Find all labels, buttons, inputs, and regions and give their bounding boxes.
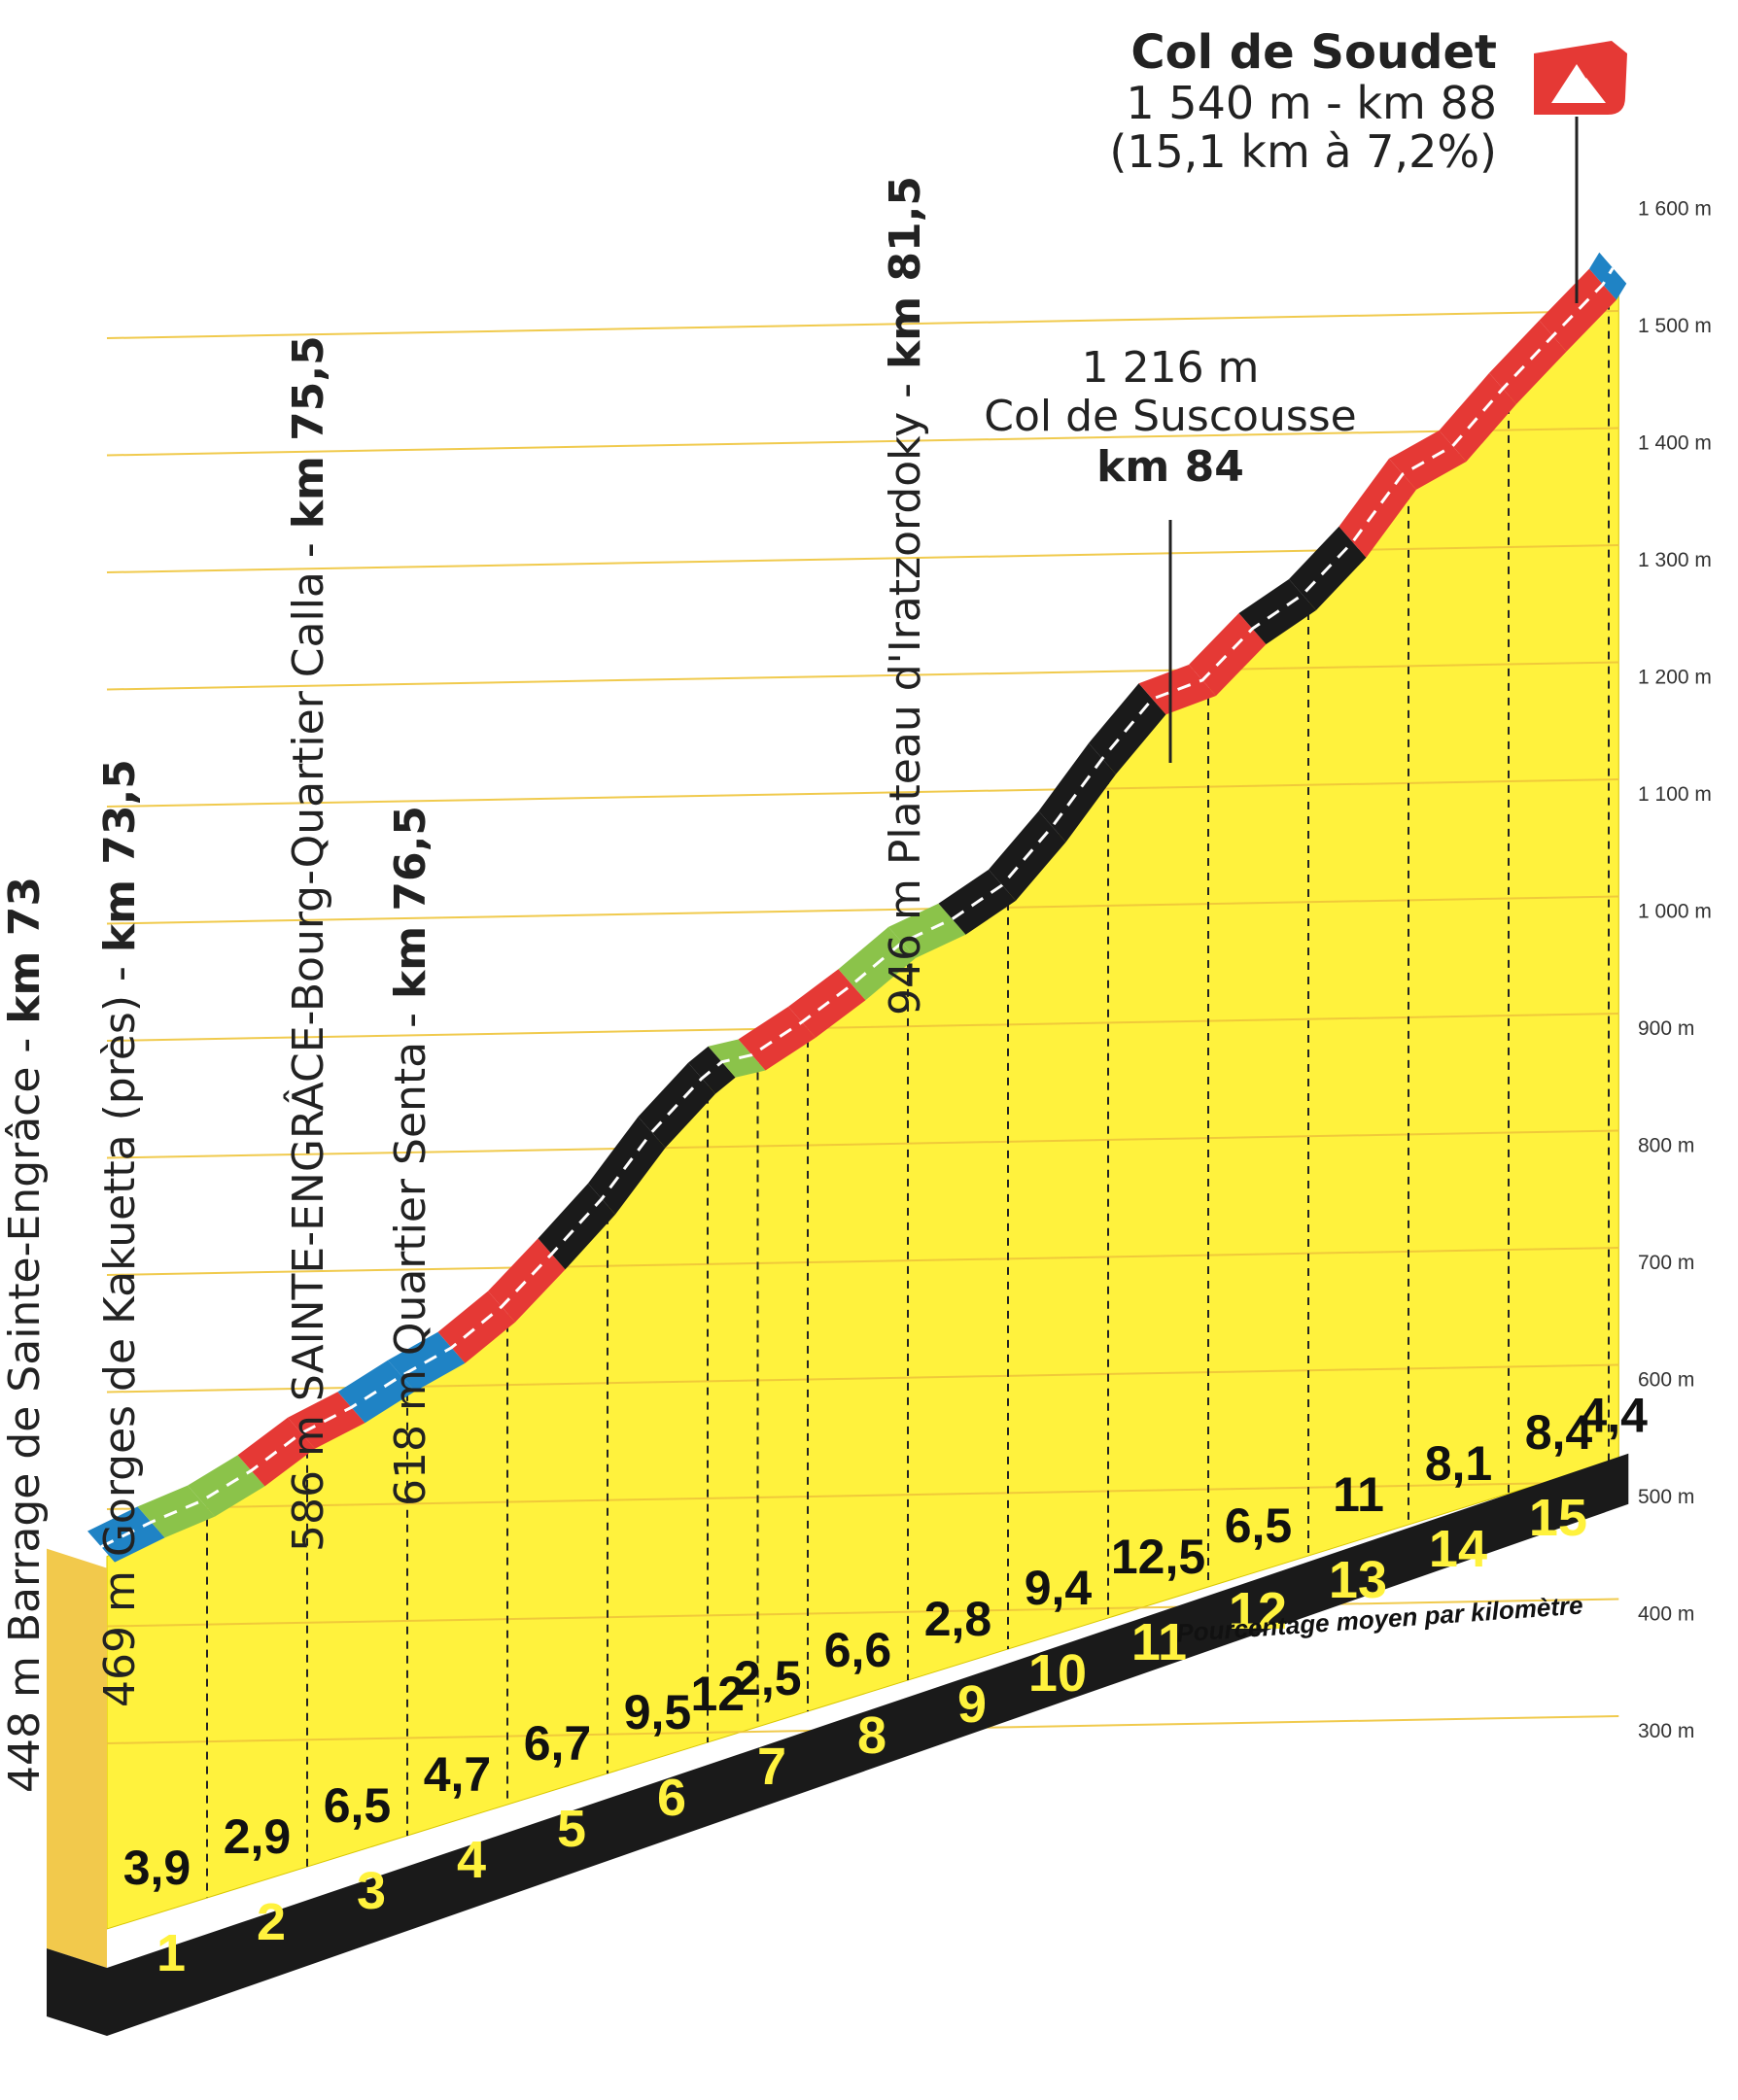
y-tick-label: 1 200 m [1638, 667, 1712, 689]
grid-line [106, 310, 1619, 339]
km-grade-label: 12,5 [1111, 1530, 1205, 1584]
y-tick-label: 400 m [1638, 1603, 1694, 1626]
y-tick-label: 900 m [1638, 1017, 1694, 1040]
km-grade-label: 12 [690, 1667, 745, 1721]
km-marker: 2 [257, 1893, 286, 1951]
col-altitude: 1 216 m [1082, 343, 1260, 393]
y-tick-label: 800 m [1638, 1135, 1694, 1157]
y-tick-label: 1 000 m [1638, 901, 1712, 923]
y-tick-label: 1 100 m [1638, 783, 1712, 806]
km-grade-label: 6,5 [324, 1778, 392, 1833]
gradient-segment [1589, 252, 1627, 300]
waypoint-label: 586 m SAINTE-ENGRÂCE-Bourg-Quartier Call… [282, 335, 333, 1552]
altitude-grid [106, 310, 1619, 1744]
waypoint-label: 946 m Plateau d'Iratzordoky - km 81,5 [881, 176, 930, 1016]
gradient-segment [188, 1455, 265, 1517]
summit-label: Col de Soudet 1 540 m - km 88 (15,1 km à… [1109, 25, 1497, 178]
km-marker: 7 [757, 1738, 786, 1796]
gradient-segment [708, 1039, 766, 1078]
y-tick-label: 500 m [1638, 1486, 1694, 1508]
grid-line [106, 661, 1619, 691]
y-tick-label: 1 300 m [1638, 549, 1712, 571]
profile-end-cap [47, 1548, 107, 1968]
km-marker: 3 [357, 1862, 386, 1920]
grid-line [106, 1247, 1619, 1276]
grid-line [106, 778, 1619, 808]
ground [47, 1453, 1629, 2036]
col-km: km 84 [1096, 442, 1244, 492]
km-grade-label: 6,6 [824, 1623, 892, 1677]
km-marker: 12 [1229, 1582, 1287, 1640]
km-divider-lines [206, 301, 1610, 1898]
gradient-segment [738, 1006, 816, 1071]
grid-line [106, 1481, 1619, 1510]
col-name: Col de Suscousse [984, 392, 1357, 441]
km-grade-label: 8,1 [1425, 1436, 1493, 1491]
km-grade-label: 4,4 [1580, 1388, 1648, 1442]
km-grade-label: 8,4 [1525, 1405, 1593, 1460]
waypoint-label: 469 m Gorges de Kakuetta (près) - km 73,… [95, 759, 145, 1707]
km-grade-label: 4,7 [424, 1747, 492, 1802]
km-grade-label: 11 [1333, 1467, 1384, 1522]
y-tick-label: 700 m [1638, 1252, 1694, 1274]
grid-line [106, 1013, 1619, 1042]
waypoint-label: 448 m Barrage de Sainte-Engrâce - km 73 [0, 877, 50, 1793]
profile-fill [106, 276, 1619, 1930]
y-tick-label: 300 m [1638, 1720, 1694, 1742]
labels: 300 m 400 m 500 m 600 m 700 m 800 m 900 m 1 000… [0, 176, 1712, 1982]
km-marker: 1 [156, 1924, 186, 1982]
ground-band [47, 1453, 1629, 2036]
road-centerline [100, 267, 1615, 1549]
y-tick-label: 1 500 m [1638, 315, 1712, 337]
km-marker: 10 [1028, 1644, 1087, 1703]
km-grade-label: 9,5 [624, 1685, 692, 1739]
gradient-segment [1389, 430, 1467, 490]
km-marker: 14 [1429, 1520, 1487, 1578]
km-grade-label: 3,9 [123, 1841, 191, 1895]
gradient-segment [437, 1291, 515, 1363]
km-marker: 8 [857, 1706, 886, 1765]
km-grade-label: 2,5 [734, 1651, 802, 1705]
km-grade-label: 6,5 [1225, 1498, 1293, 1553]
grid-line [106, 1129, 1619, 1159]
y-tick-label: 1 400 m [1638, 432, 1712, 455]
y-tick-label: 600 m [1638, 1369, 1694, 1392]
intermediate-col-label: 1 216 m Col de Suscousse km 84 [984, 343, 1357, 763]
km-marker: 5 [557, 1800, 586, 1858]
grid-line [106, 1598, 1619, 1628]
summit-climb-stats: (15,1 km à 7,2%) [1109, 125, 1497, 178]
km-marker: 13 [1329, 1551, 1387, 1609]
gradient-segment [1138, 664, 1216, 715]
gradient-segment [337, 1360, 415, 1424]
km-grade-label: 6,7 [524, 1716, 592, 1771]
km-marker: 4 [457, 1831, 486, 1889]
km-grade-label: 2,8 [924, 1592, 992, 1646]
km-grade-label: 2,9 [224, 1809, 292, 1864]
summit-name: Col de Soudet [1130, 25, 1497, 80]
km-marker: 15 [1529, 1489, 1587, 1547]
gradient-segment [888, 903, 966, 958]
waypoint-label: 618 m Quartier Senta - km 76,5 [386, 806, 435, 1506]
mountain-flag-icon [1534, 41, 1627, 303]
gradient-road [87, 252, 1627, 1563]
grid-line [106, 895, 1619, 925]
y-tick-label: 1 600 m [1638, 198, 1712, 221]
km-grade-label: 9,4 [1025, 1561, 1093, 1615]
km-marker: 6 [657, 1769, 686, 1827]
summit-altitude: 1 540 m - km 88 [1126, 77, 1497, 129]
grid-line [106, 427, 1619, 457]
km-marker: 9 [957, 1675, 987, 1734]
gradient-segment [688, 1046, 736, 1094]
km-marker: 11 [1131, 1613, 1187, 1671]
